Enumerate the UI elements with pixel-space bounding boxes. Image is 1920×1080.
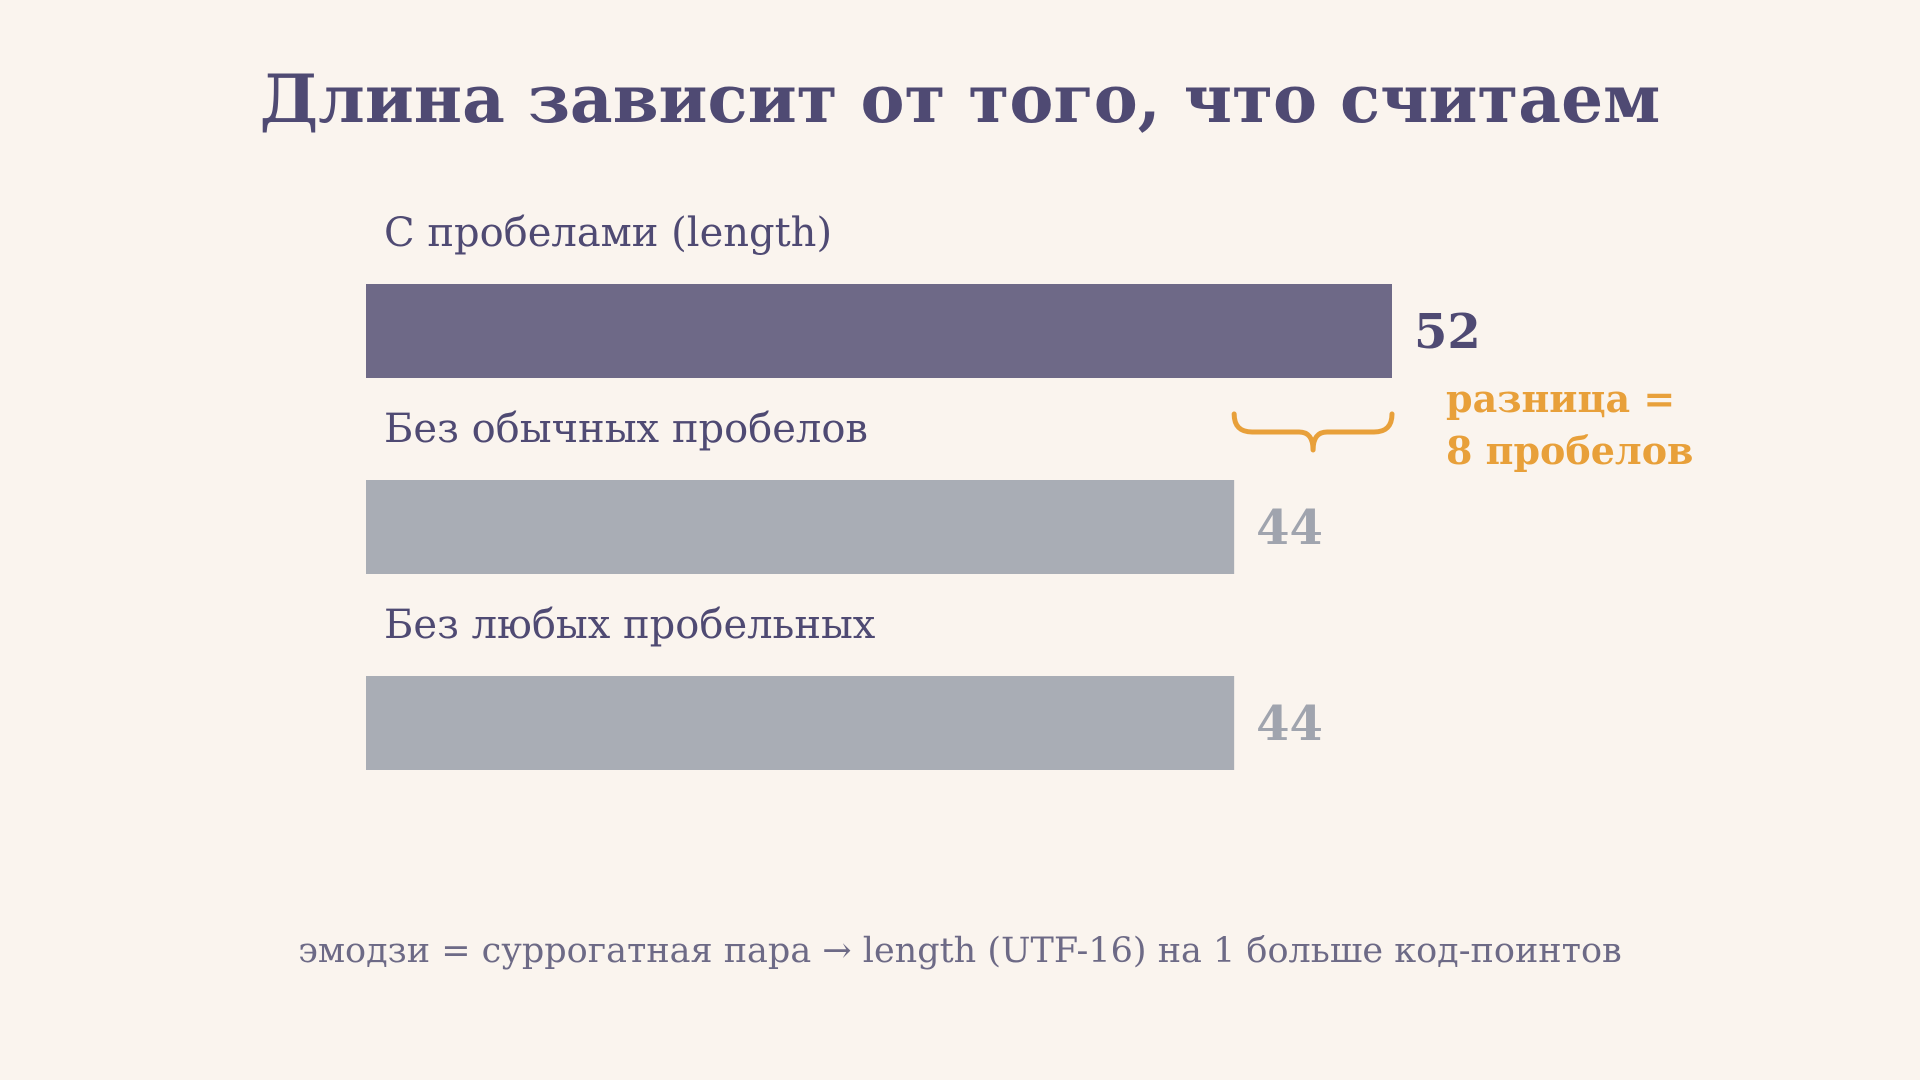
value-label: 44 xyxy=(1256,696,1323,752)
difference-label-line-1: разница = xyxy=(1446,376,1675,421)
category-label: Без любых пробельных xyxy=(384,602,876,648)
difference-label-line-2: 8 пробелов xyxy=(1446,428,1693,473)
value-label: 44 xyxy=(1256,500,1323,556)
bars-layer: С пробелами (length) 52 Без обычных пробел… xyxy=(366,210,1481,770)
difference-brace xyxy=(1231,411,1395,453)
category-label: Без обычных пробелов xyxy=(384,406,868,452)
category-label: С пробелами (length) xyxy=(384,210,832,256)
footnote: эмодзи = суррогатная пара → length (UTF-… xyxy=(298,931,1622,971)
bar xyxy=(366,284,1392,378)
difference-annotation: разница = 8 пробелов xyxy=(1231,376,1693,473)
bar xyxy=(366,480,1235,574)
value-label: 52 xyxy=(1414,304,1481,360)
bar xyxy=(366,676,1235,770)
chart-title: Длина зависит от того, что считаем xyxy=(260,60,1661,138)
